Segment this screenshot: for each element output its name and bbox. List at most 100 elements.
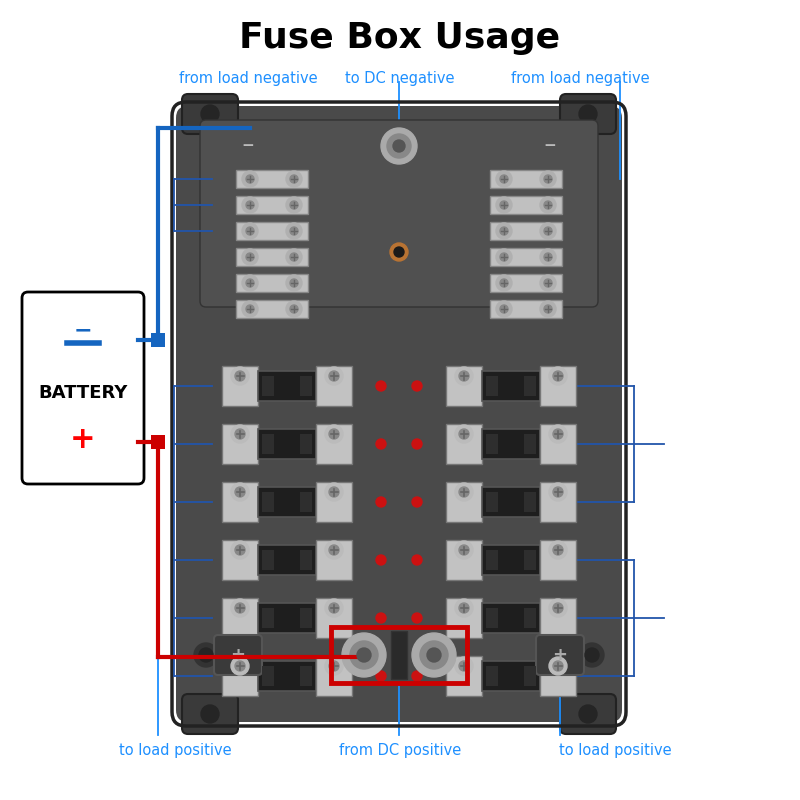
Circle shape xyxy=(544,227,552,235)
Circle shape xyxy=(427,648,441,662)
Bar xyxy=(540,540,576,580)
Bar xyxy=(300,550,312,570)
Circle shape xyxy=(329,429,339,439)
Bar xyxy=(486,376,498,396)
Bar xyxy=(262,608,274,628)
Bar xyxy=(540,424,576,464)
FancyBboxPatch shape xyxy=(182,694,238,734)
Bar xyxy=(316,482,352,522)
Circle shape xyxy=(286,197,302,213)
Circle shape xyxy=(420,641,448,669)
Bar xyxy=(486,608,498,628)
Circle shape xyxy=(579,705,597,723)
Circle shape xyxy=(540,301,556,317)
Text: −: − xyxy=(544,138,556,154)
Circle shape xyxy=(500,279,508,287)
Circle shape xyxy=(329,545,339,555)
Circle shape xyxy=(459,487,469,497)
Circle shape xyxy=(540,197,556,213)
Text: −: − xyxy=(242,138,254,154)
Bar xyxy=(446,540,482,580)
FancyBboxPatch shape xyxy=(176,106,622,722)
Circle shape xyxy=(325,367,343,385)
Circle shape xyxy=(231,541,249,559)
Circle shape xyxy=(579,105,597,123)
FancyBboxPatch shape xyxy=(214,635,262,675)
Circle shape xyxy=(500,253,508,261)
Circle shape xyxy=(553,429,563,439)
FancyBboxPatch shape xyxy=(182,94,238,134)
Bar xyxy=(316,366,352,406)
Circle shape xyxy=(553,661,563,671)
Circle shape xyxy=(286,249,302,265)
Circle shape xyxy=(290,305,298,313)
Bar xyxy=(482,429,540,459)
Circle shape xyxy=(329,603,339,613)
Circle shape xyxy=(390,243,408,261)
Bar xyxy=(151,333,165,347)
Circle shape xyxy=(549,541,567,559)
Text: BATTERY: BATTERY xyxy=(38,384,128,402)
Text: from load negative: from load negative xyxy=(510,70,650,86)
Circle shape xyxy=(412,439,422,449)
Circle shape xyxy=(496,249,512,265)
Circle shape xyxy=(459,603,469,613)
Bar xyxy=(258,545,316,575)
Circle shape xyxy=(246,175,254,183)
FancyBboxPatch shape xyxy=(560,694,616,734)
Bar xyxy=(258,371,316,401)
Circle shape xyxy=(549,657,567,675)
Bar xyxy=(446,424,482,464)
Bar xyxy=(262,550,274,570)
Circle shape xyxy=(329,487,339,497)
Bar xyxy=(258,429,316,459)
Circle shape xyxy=(242,197,258,213)
Circle shape xyxy=(194,643,218,667)
Bar xyxy=(262,492,274,512)
Circle shape xyxy=(412,497,422,507)
Bar xyxy=(316,424,352,464)
Circle shape xyxy=(246,227,254,235)
Circle shape xyxy=(412,633,456,677)
Circle shape xyxy=(553,603,563,613)
Circle shape xyxy=(246,201,254,209)
Circle shape xyxy=(286,171,302,187)
Text: to DC negative: to DC negative xyxy=(346,70,454,86)
Circle shape xyxy=(459,429,469,439)
Bar xyxy=(258,603,316,633)
Circle shape xyxy=(455,367,473,385)
Bar xyxy=(236,170,308,188)
Circle shape xyxy=(500,227,508,235)
Bar xyxy=(524,608,536,628)
Circle shape xyxy=(235,371,245,381)
FancyBboxPatch shape xyxy=(560,94,616,134)
Circle shape xyxy=(325,425,343,443)
Circle shape xyxy=(553,371,563,381)
Circle shape xyxy=(376,555,386,565)
Bar xyxy=(258,661,316,691)
Circle shape xyxy=(376,613,386,623)
Circle shape xyxy=(350,641,378,669)
Circle shape xyxy=(540,223,556,239)
Circle shape xyxy=(290,253,298,261)
Circle shape xyxy=(455,483,473,501)
Circle shape xyxy=(231,425,249,443)
Bar xyxy=(236,222,308,240)
Circle shape xyxy=(286,275,302,291)
Circle shape xyxy=(329,371,339,381)
Bar xyxy=(482,545,540,575)
Circle shape xyxy=(540,275,556,291)
FancyBboxPatch shape xyxy=(536,635,584,675)
Circle shape xyxy=(496,301,512,317)
Bar xyxy=(258,487,316,517)
Circle shape xyxy=(549,367,567,385)
Circle shape xyxy=(549,599,567,617)
Bar xyxy=(446,482,482,522)
Circle shape xyxy=(496,197,512,213)
Bar xyxy=(446,598,482,638)
Bar xyxy=(490,196,562,214)
Circle shape xyxy=(540,249,556,265)
Bar xyxy=(222,540,258,580)
Bar xyxy=(300,376,312,396)
Circle shape xyxy=(290,227,298,235)
